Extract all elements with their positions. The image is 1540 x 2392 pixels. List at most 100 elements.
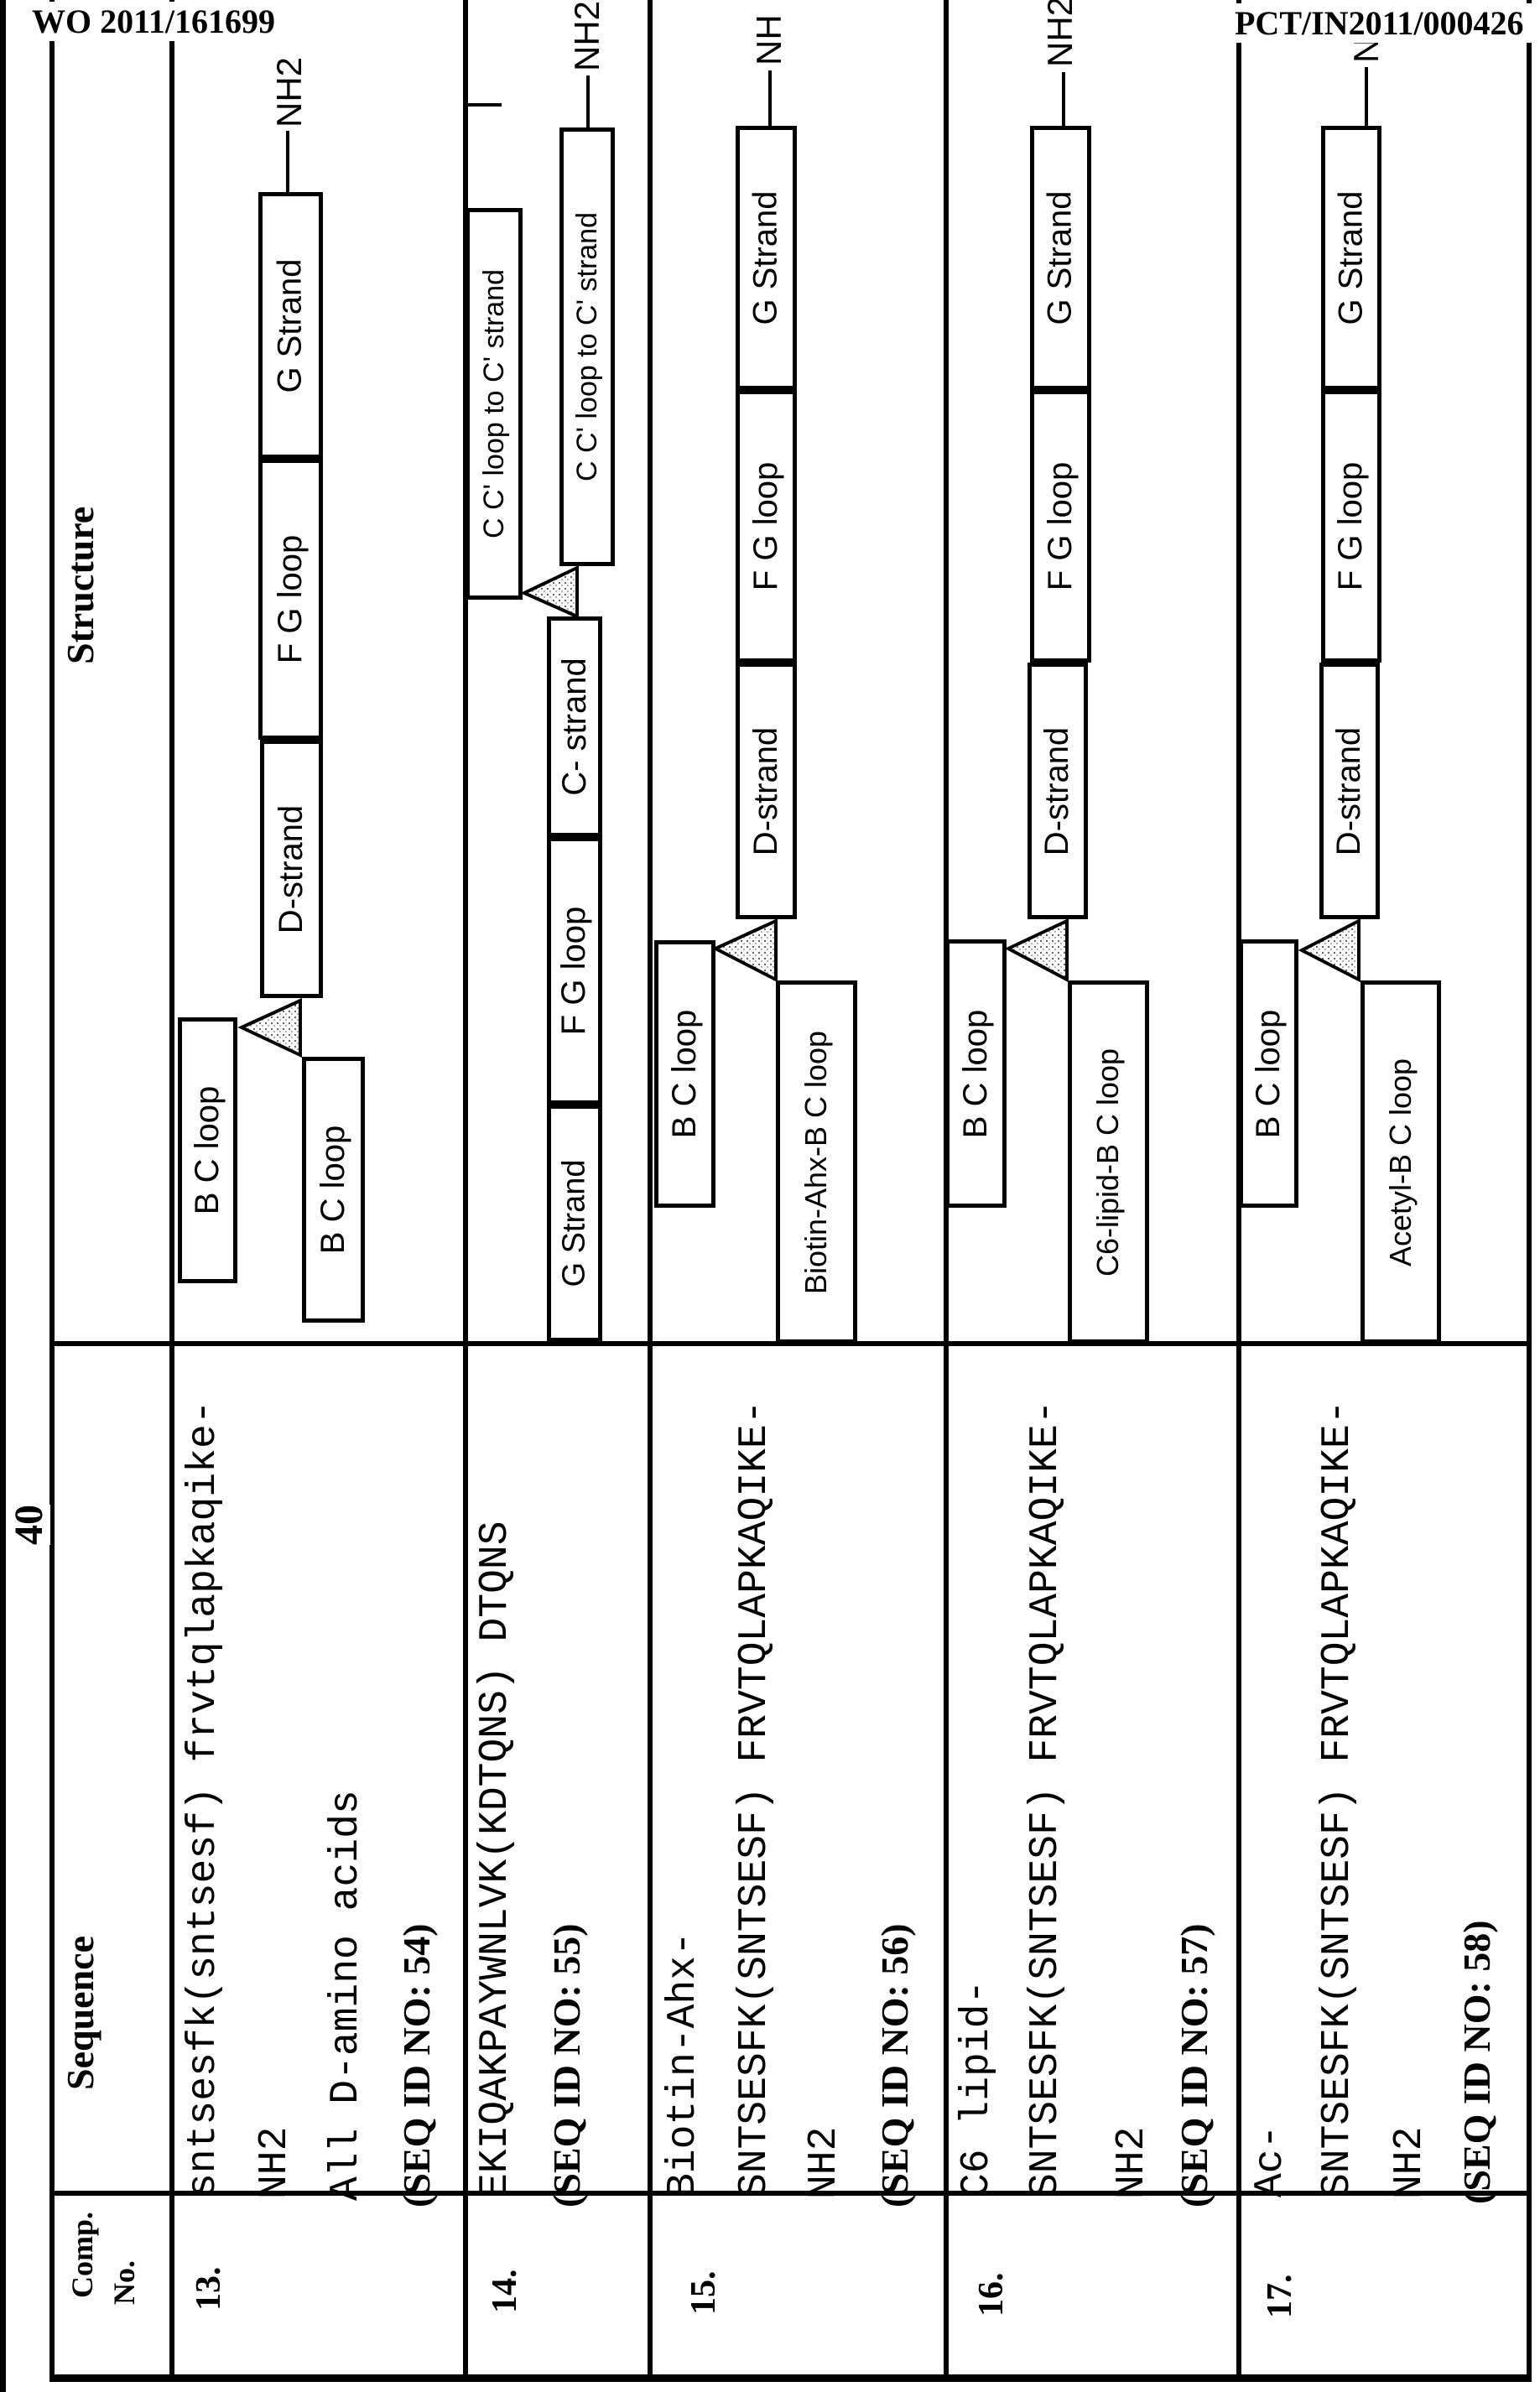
sequence-line: (SEQ ID NO: 54) bbox=[395, 1923, 438, 2207]
page-number: 40 bbox=[7, 1505, 51, 1545]
table-grid-line bbox=[1527, 0, 1532, 2382]
insertion-triangle bbox=[1298, 918, 1361, 983]
structure-box-label: D-strand bbox=[747, 726, 785, 855]
structure-box-label: B C loop bbox=[666, 1009, 704, 1139]
structure-box-label: G Strand bbox=[1042, 190, 1080, 325]
structure-box: Acetyl-B C loop bbox=[1361, 980, 1441, 1344]
nh2-connector-line bbox=[286, 131, 289, 194]
compound-number: 15. bbox=[684, 2270, 723, 2316]
structure-box-label: F G loop bbox=[747, 461, 784, 591]
structure-box-label: D-strand bbox=[273, 804, 310, 933]
structure-box: C C' loop to C' strand bbox=[559, 127, 615, 566]
sequence-line: SNTSESFK(SNTSESF) FRVTQLAPKAQIKE- bbox=[1023, 1400, 1069, 2197]
structure-box: G Strand bbox=[736, 126, 797, 390]
structure-box-label: F G loop bbox=[272, 534, 309, 664]
insertion-triangle bbox=[520, 564, 579, 620]
structure-box-label: C- strand bbox=[555, 658, 593, 796]
structure-box-label: F G loop bbox=[555, 906, 593, 1036]
structure-box-label: B C loop bbox=[315, 1125, 352, 1255]
structure-box: F G loop bbox=[1321, 390, 1381, 663]
table-grid-line bbox=[648, 0, 653, 2382]
sequence-line: (SEQ ID NO: 55) bbox=[545, 1923, 588, 2207]
sequence-line: NH2 bbox=[1110, 2126, 1155, 2199]
scan-edge-artifact bbox=[0, 0, 6, 2392]
compound-number: 13. bbox=[190, 2266, 228, 2311]
structure-box-label: B C loop bbox=[189, 1085, 226, 1215]
sequence-line: NH2 bbox=[252, 2126, 298, 2199]
structure-box: G Strand bbox=[1030, 126, 1091, 390]
structure-box-label: F G loop bbox=[1332, 461, 1370, 591]
nh2-connector-line bbox=[1062, 72, 1065, 127]
structure-box: D-strand bbox=[1028, 663, 1088, 919]
nh2-connector-line bbox=[1365, 67, 1368, 127]
column-header-sequence: Sequence bbox=[59, 1936, 101, 2090]
sequence-line: Biotin-Ahx- bbox=[661, 1932, 706, 2197]
nh2-connector-line bbox=[586, 75, 590, 129]
page-header-left: WO 2011/161699 bbox=[23, 2, 284, 41]
structure-box: C- strand bbox=[547, 616, 602, 837]
structure-box: B C loop bbox=[302, 1057, 365, 1323]
insertion-triangle bbox=[1004, 918, 1069, 983]
table-grid-line bbox=[49, 2191, 1532, 2196]
sequence-line: Ac- bbox=[1248, 2124, 1293, 2197]
sequence-line: sntsesfk(sntsesf) frvtqlapkaqike- bbox=[181, 1400, 226, 2197]
nh2-terminal-label: NH2 bbox=[567, 0, 606, 71]
structure-box-label: C C' loop to C' strand bbox=[477, 268, 510, 539]
structure-box-label: G Strand bbox=[272, 257, 310, 393]
structure-box: Biotin-Ahx-B C loop bbox=[776, 980, 857, 1344]
structure-box: B C loop bbox=[1239, 939, 1298, 1208]
column-header-no: No. bbox=[107, 2260, 141, 2305]
structure-box: B C loop bbox=[945, 939, 1007, 1208]
sequence-line: C6 lipid- bbox=[955, 1979, 1000, 2197]
structure-box-label: C6-lipid-B C loop bbox=[1090, 1048, 1126, 1277]
sequence-line: SNTSESFK(SNTSESF) FRVTQLAPKAQIKE- bbox=[732, 1400, 778, 2197]
structure-box-label: D-strand bbox=[1038, 726, 1076, 855]
nh2-terminal-label: NH bbox=[749, 14, 788, 65]
sequence-line: SNTSESFK(SNTSESF) FRVTQLAPKAQIKE- bbox=[1315, 1400, 1361, 2197]
structure-box: C C' loop to C' strand bbox=[466, 208, 523, 600]
table-grid-line bbox=[463, 0, 468, 2382]
structure-box: B C loop bbox=[178, 1017, 237, 1283]
compound-number: 16. bbox=[972, 2272, 1011, 2317]
structure-box: D-strand bbox=[260, 740, 323, 998]
structure-box: G Strand bbox=[1321, 126, 1381, 390]
sequence-line: (SEQ ID NO: 57) bbox=[1173, 1923, 1215, 2207]
structure-box: F G loop bbox=[258, 459, 323, 740]
compound-number: 17. bbox=[1261, 2274, 1299, 2319]
structure-box: B C loop bbox=[654, 940, 715, 1208]
insertion-triangle bbox=[237, 997, 302, 1058]
compound-number: 14. bbox=[486, 2269, 524, 2314]
structure-box-label: G Strand bbox=[747, 190, 785, 325]
structure-box-label: D-strand bbox=[1330, 726, 1368, 855]
sequence-line: (SEQ ID NO: 56) bbox=[873, 1923, 916, 2207]
page-header-right: PCT/IN2011/000426 bbox=[1226, 3, 1532, 43]
structure-box-label: B C loop bbox=[957, 1009, 995, 1138]
structure-box: C6-lipid-B C loop bbox=[1068, 980, 1149, 1344]
structure-box: D-strand bbox=[736, 663, 797, 919]
insertion-triangle bbox=[711, 918, 778, 983]
structure-box-label: B C loop bbox=[1250, 1009, 1288, 1138]
sequence-line: All D-amino acids bbox=[324, 1790, 369, 2201]
sequence-line: NH2 bbox=[1387, 2126, 1433, 2199]
structure-box: F G loop bbox=[1030, 390, 1091, 663]
structure-box: D-strand bbox=[1319, 663, 1380, 919]
sequence-line: EKIQAKPAYWNLVK(KDTQNS) DTQNS bbox=[473, 1521, 518, 2197]
structure-box: F G loop bbox=[547, 837, 602, 1105]
nh2-terminal-label: NH2 bbox=[1040, 0, 1080, 67]
nh2-connector-line bbox=[768, 70, 772, 127]
structure-box: F G loop bbox=[736, 390, 797, 663]
structure-box: G Strand bbox=[258, 192, 323, 459]
structure-box-label: G Strand bbox=[1332, 190, 1370, 325]
table-grid-line bbox=[49, 2374, 1532, 2382]
clipped-connector-tick bbox=[466, 103, 502, 107]
sequence-line: (SEQ ID NO: 58) bbox=[1455, 1920, 1498, 2204]
structure-box-label: Acetyl-B C loop bbox=[1383, 1058, 1418, 1266]
structure-box-label: F G loop bbox=[1042, 461, 1079, 591]
structure-box: G Strand bbox=[547, 1105, 602, 1342]
table-grid-line bbox=[49, 1341, 1532, 1346]
table-grid-line bbox=[49, 0, 55, 2382]
structure-box-label: C C' loop to C' strand bbox=[570, 211, 603, 482]
sequence-line: NH2 bbox=[802, 2126, 847, 2199]
table-grid-line bbox=[169, 0, 174, 2382]
